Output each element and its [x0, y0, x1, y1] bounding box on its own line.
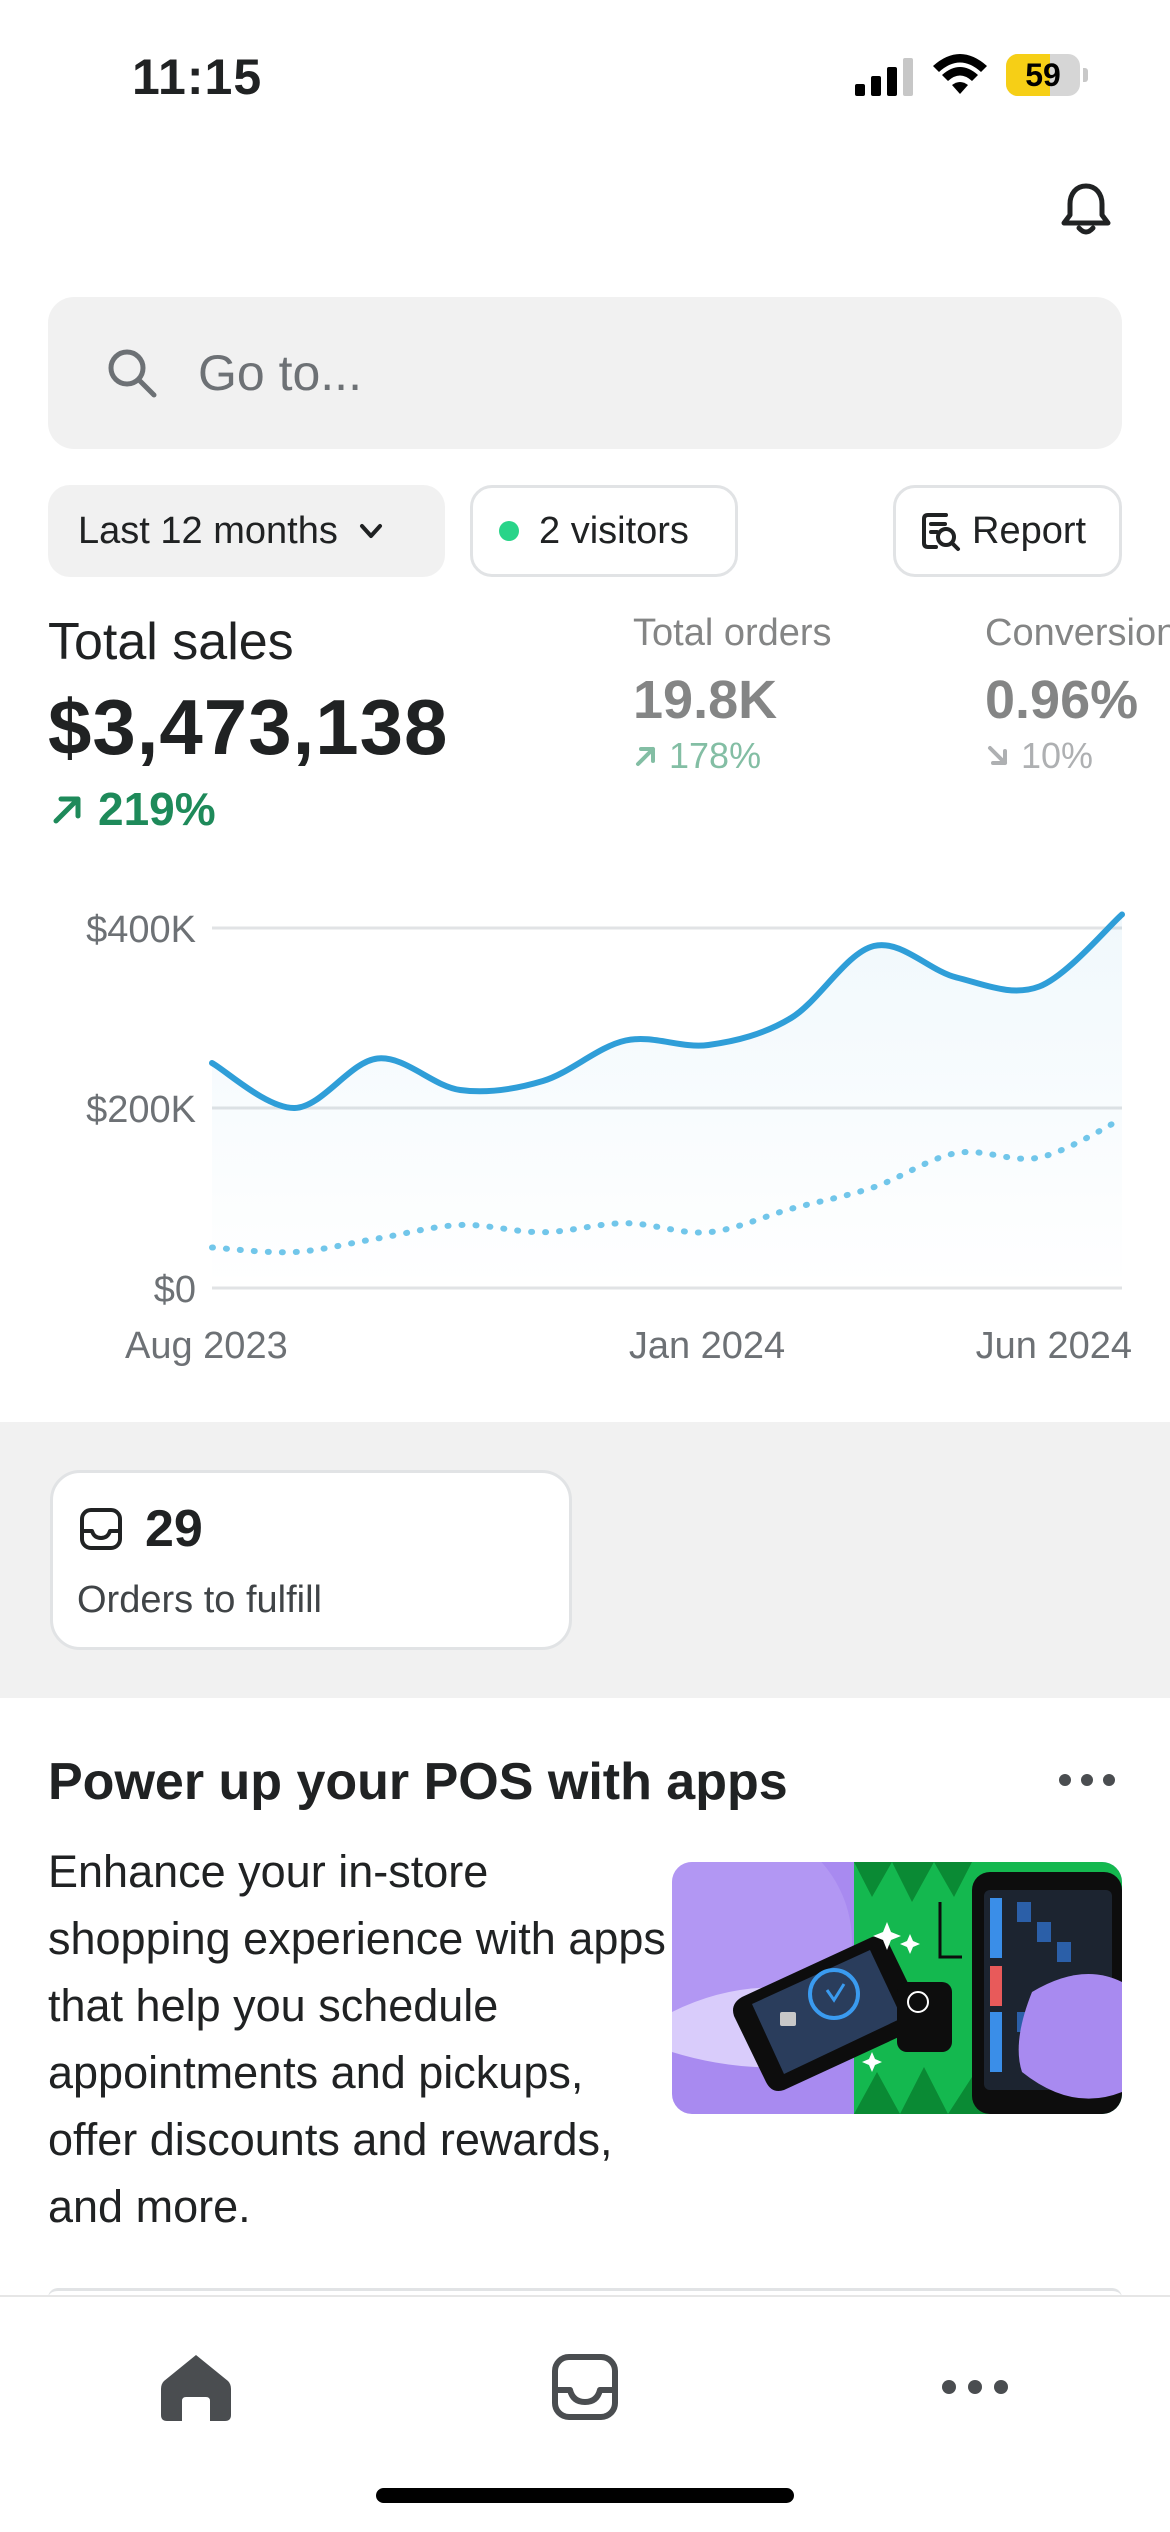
search-icon: [108, 349, 157, 398]
notifications-bell-icon[interactable]: [1055, 178, 1117, 240]
total-orders-metric[interactable]: Total orders 19.8K 178%: [633, 612, 832, 777]
total-sales-label[interactable]: Total sales: [48, 613, 294, 671]
total-sales-change: 219%: [48, 782, 216, 836]
search-bar[interactable]: [48, 297, 1122, 449]
date-range-label: Last 12 months: [78, 509, 338, 552]
date-range-selector[interactable]: Last 12 months: [48, 485, 445, 577]
pos-apps-illustration[interactable]: [672, 1862, 1122, 2114]
conversion-value: 0.96%: [985, 670, 1139, 730]
conversion-change-value: 10%: [1021, 735, 1094, 776]
search-input[interactable]: [198, 333, 1078, 413]
orders-count: 29: [145, 1500, 203, 1558]
total-sales-change-value: 219%: [98, 783, 216, 835]
more-tab-icon[interactable]: [935, 2347, 1015, 2427]
orders-to-fulfill-label: Orders to fulfill: [77, 1579, 322, 1621]
arrow-up-right-icon: [53, 796, 81, 824]
home-indicator: [376, 2488, 794, 2503]
next-card-edge: [48, 2288, 1122, 2298]
y-tick-label: $200K: [86, 1089, 196, 1131]
y-tick-label: $400K: [86, 909, 196, 951]
report-search-icon: [922, 513, 960, 551]
inbox-icon: [80, 1508, 122, 1550]
total-orders-change-value: 178%: [669, 735, 762, 776]
total-orders-label: Total orders: [633, 612, 832, 654]
x-tick-label: Jun 2024: [976, 1325, 1132, 1367]
current-period-line: [209, 911, 1125, 1112]
y-tick-label: $0: [154, 1269, 196, 1311]
conversion-change: 10%: [985, 735, 1170, 777]
report-label: Report: [972, 509, 1087, 552]
status-time: 11:15: [132, 49, 263, 105]
arrow-down-right-icon: [988, 746, 1007, 765]
promo-description: Enhance your in-store shopping experienc…: [48, 1846, 666, 2232]
chevron-down-icon: [359, 524, 382, 538]
more-options-icon[interactable]: [1055, 1760, 1119, 1800]
conversion-metric[interactable]: Conversion 0.96% 10%: [985, 612, 1170, 777]
visitors-label: 2 visitors: [539, 509, 689, 552]
arrow-up-right-icon: [636, 747, 655, 766]
x-tick-label: Jan 2024: [629, 1325, 785, 1367]
promo-title: Power up your POS with apps: [48, 1753, 788, 1811]
live-dot-icon: [499, 521, 519, 541]
orders-inbox-tab-icon[interactable]: [545, 2347, 625, 2427]
home-tab-icon[interactable]: [156, 2347, 236, 2427]
previous-period-line: [209, 1115, 1125, 1256]
battery-icon: 59: [1006, 54, 1088, 96]
cellular-signal-icon: [855, 58, 913, 96]
status-bar: 11:15 59: [0, 0, 1170, 150]
total-orders-change: 178%: [633, 735, 832, 777]
total-sales-value: $3,473,138: [48, 683, 449, 771]
total-orders-value: 19.8K: [633, 670, 778, 730]
series-area: [212, 914, 1122, 1288]
conversion-label: Conversion: [985, 612, 1170, 654]
x-tick-label: Aug 2023: [125, 1325, 288, 1367]
report-button[interactable]: Report: [893, 485, 1122, 577]
sales-line-chart[interactable]: $400K $200K $0 Aug 2023 Jan 2024 Jun 2024: [0, 880, 1170, 1400]
live-visitors-button[interactable]: 2 visitors: [470, 485, 738, 577]
wifi-icon: [933, 54, 987, 94]
orders-to-fulfill-card[interactable]: 29 Orders to fulfill: [50, 1470, 572, 1650]
battery-level: 59: [1025, 57, 1061, 93]
